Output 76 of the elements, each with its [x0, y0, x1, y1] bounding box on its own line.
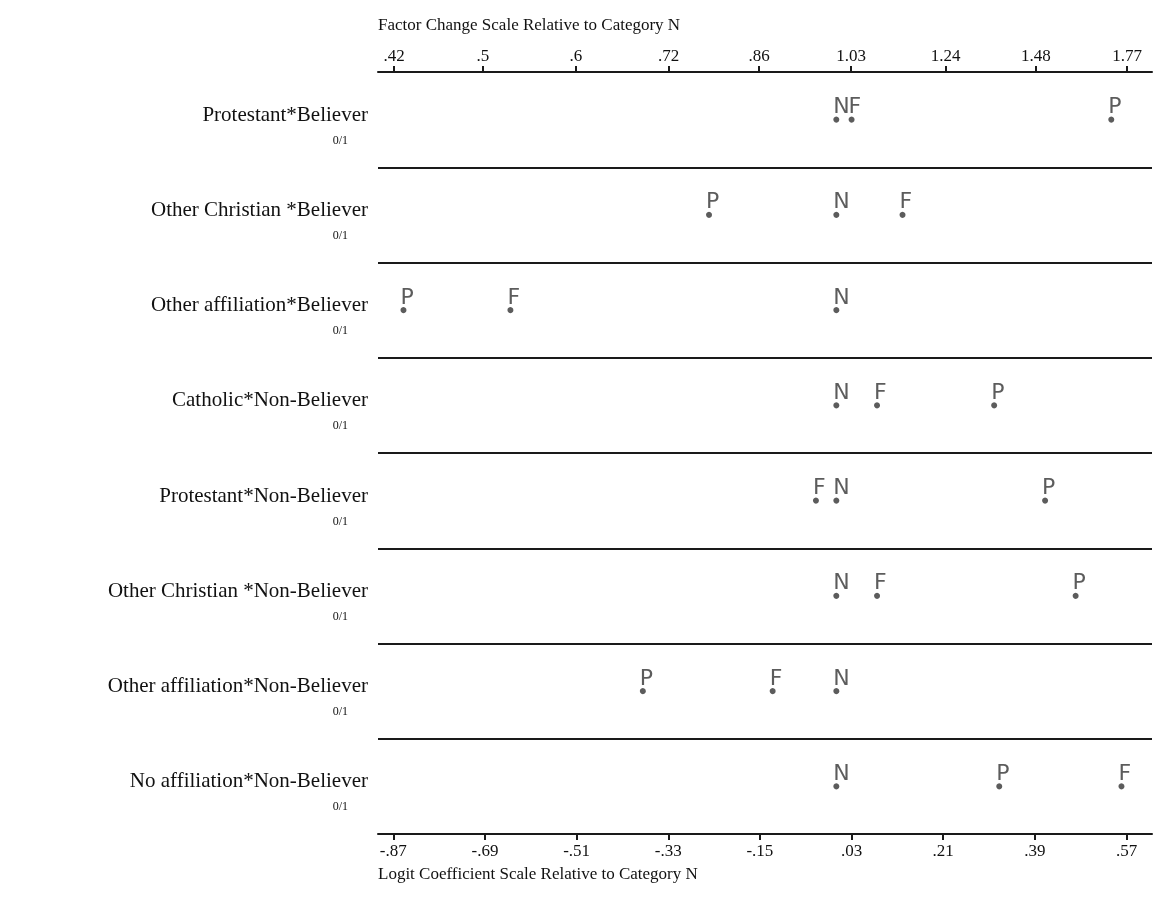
text: F	[874, 378, 887, 404]
point	[833, 402, 840, 409]
y-tick-label: Protestant*Believer 0/1	[202, 101, 368, 147]
y-tick-label: Protestant*Non-Believer 0/1	[159, 482, 369, 528]
point	[833, 497, 840, 504]
text: F	[769, 664, 783, 690]
x-tick-label: .57	[1115, 841, 1138, 860]
text: F	[899, 188, 913, 214]
text: F	[507, 283, 521, 309]
text: N	[833, 569, 850, 595]
x2-tick-label: 1.77	[1112, 46, 1143, 65]
text: P	[1042, 474, 1056, 500]
text: N	[833, 759, 850, 785]
x-tick-label: -.51	[563, 841, 591, 860]
series-label: F	[848, 93, 862, 119]
text: N	[833, 664, 850, 690]
y-tick-label: Other Christian *Non-Believer 0/1	[107, 577, 368, 623]
point	[1108, 116, 1115, 123]
text: F	[812, 474, 826, 500]
text: P	[1072, 569, 1086, 595]
point	[1042, 497, 1049, 504]
point	[507, 307, 514, 314]
x2-tick-label: .42	[383, 46, 405, 65]
x2-tick-label: .5	[476, 46, 490, 65]
point	[833, 211, 840, 218]
point	[833, 783, 840, 790]
y-tick-label: No affiliation*Non-Believer 0/1	[129, 768, 368, 814]
text: P	[1108, 93, 1122, 119]
text: N	[833, 378, 850, 404]
x-tick-label: -.69	[471, 841, 499, 860]
point	[1072, 592, 1079, 599]
x2-tick-label: 1.24	[930, 46, 962, 65]
text: N	[833, 188, 850, 214]
text: F	[874, 569, 887, 595]
x-tick-label: -.15	[746, 841, 774, 860]
point	[833, 307, 840, 314]
y-tick-label: Catholic*Non-Believer 0/1	[172, 387, 368, 433]
x-tick-label: .21	[932, 841, 954, 860]
text: F	[1118, 759, 1132, 785]
point	[991, 402, 998, 409]
point	[833, 116, 840, 123]
point	[812, 497, 819, 504]
y-tick-label: Other affiliation*Believer 0/1	[150, 292, 368, 338]
point	[833, 592, 840, 599]
x2-tick-label: .6	[569, 46, 583, 65]
x-tick-label: -.87	[379, 841, 408, 860]
text: P	[996, 759, 1010, 785]
x-tick-label: .03	[840, 841, 863, 860]
x2-tick-label: .86	[748, 46, 770, 65]
point	[874, 402, 881, 409]
text: N	[833, 283, 850, 309]
text: N	[833, 474, 850, 500]
x2-axis-title: Factor Change Scale Relative to Category N	[378, 15, 681, 34]
point	[705, 211, 712, 218]
x-axis-title: Logit Coefficient Scale Relative to Category N	[378, 864, 698, 883]
x2-tick-label: 1.48	[1020, 46, 1051, 65]
point	[874, 592, 881, 599]
point	[1118, 783, 1125, 790]
text: P	[991, 378, 1005, 404]
x2-tick-label: .72	[658, 46, 680, 65]
point	[769, 688, 776, 695]
text: P	[400, 283, 414, 309]
point	[848, 116, 855, 123]
point	[833, 688, 840, 695]
series-label: P	[705, 188, 720, 214]
point	[400, 307, 407, 314]
text: P	[639, 664, 654, 690]
y-tick-label: Other affiliation*Non-Believer 0/1	[107, 673, 368, 719]
point	[639, 688, 646, 695]
x2-tick-label: 1.03	[836, 46, 866, 65]
x-tick-label: -.33	[654, 841, 682, 860]
x-tick-label: .39	[1024, 841, 1046, 860]
series-label: N	[833, 93, 850, 119]
point	[899, 211, 906, 218]
point	[996, 783, 1003, 790]
y-tick-label: Other Christian *Believer 0/1	[151, 196, 368, 242]
